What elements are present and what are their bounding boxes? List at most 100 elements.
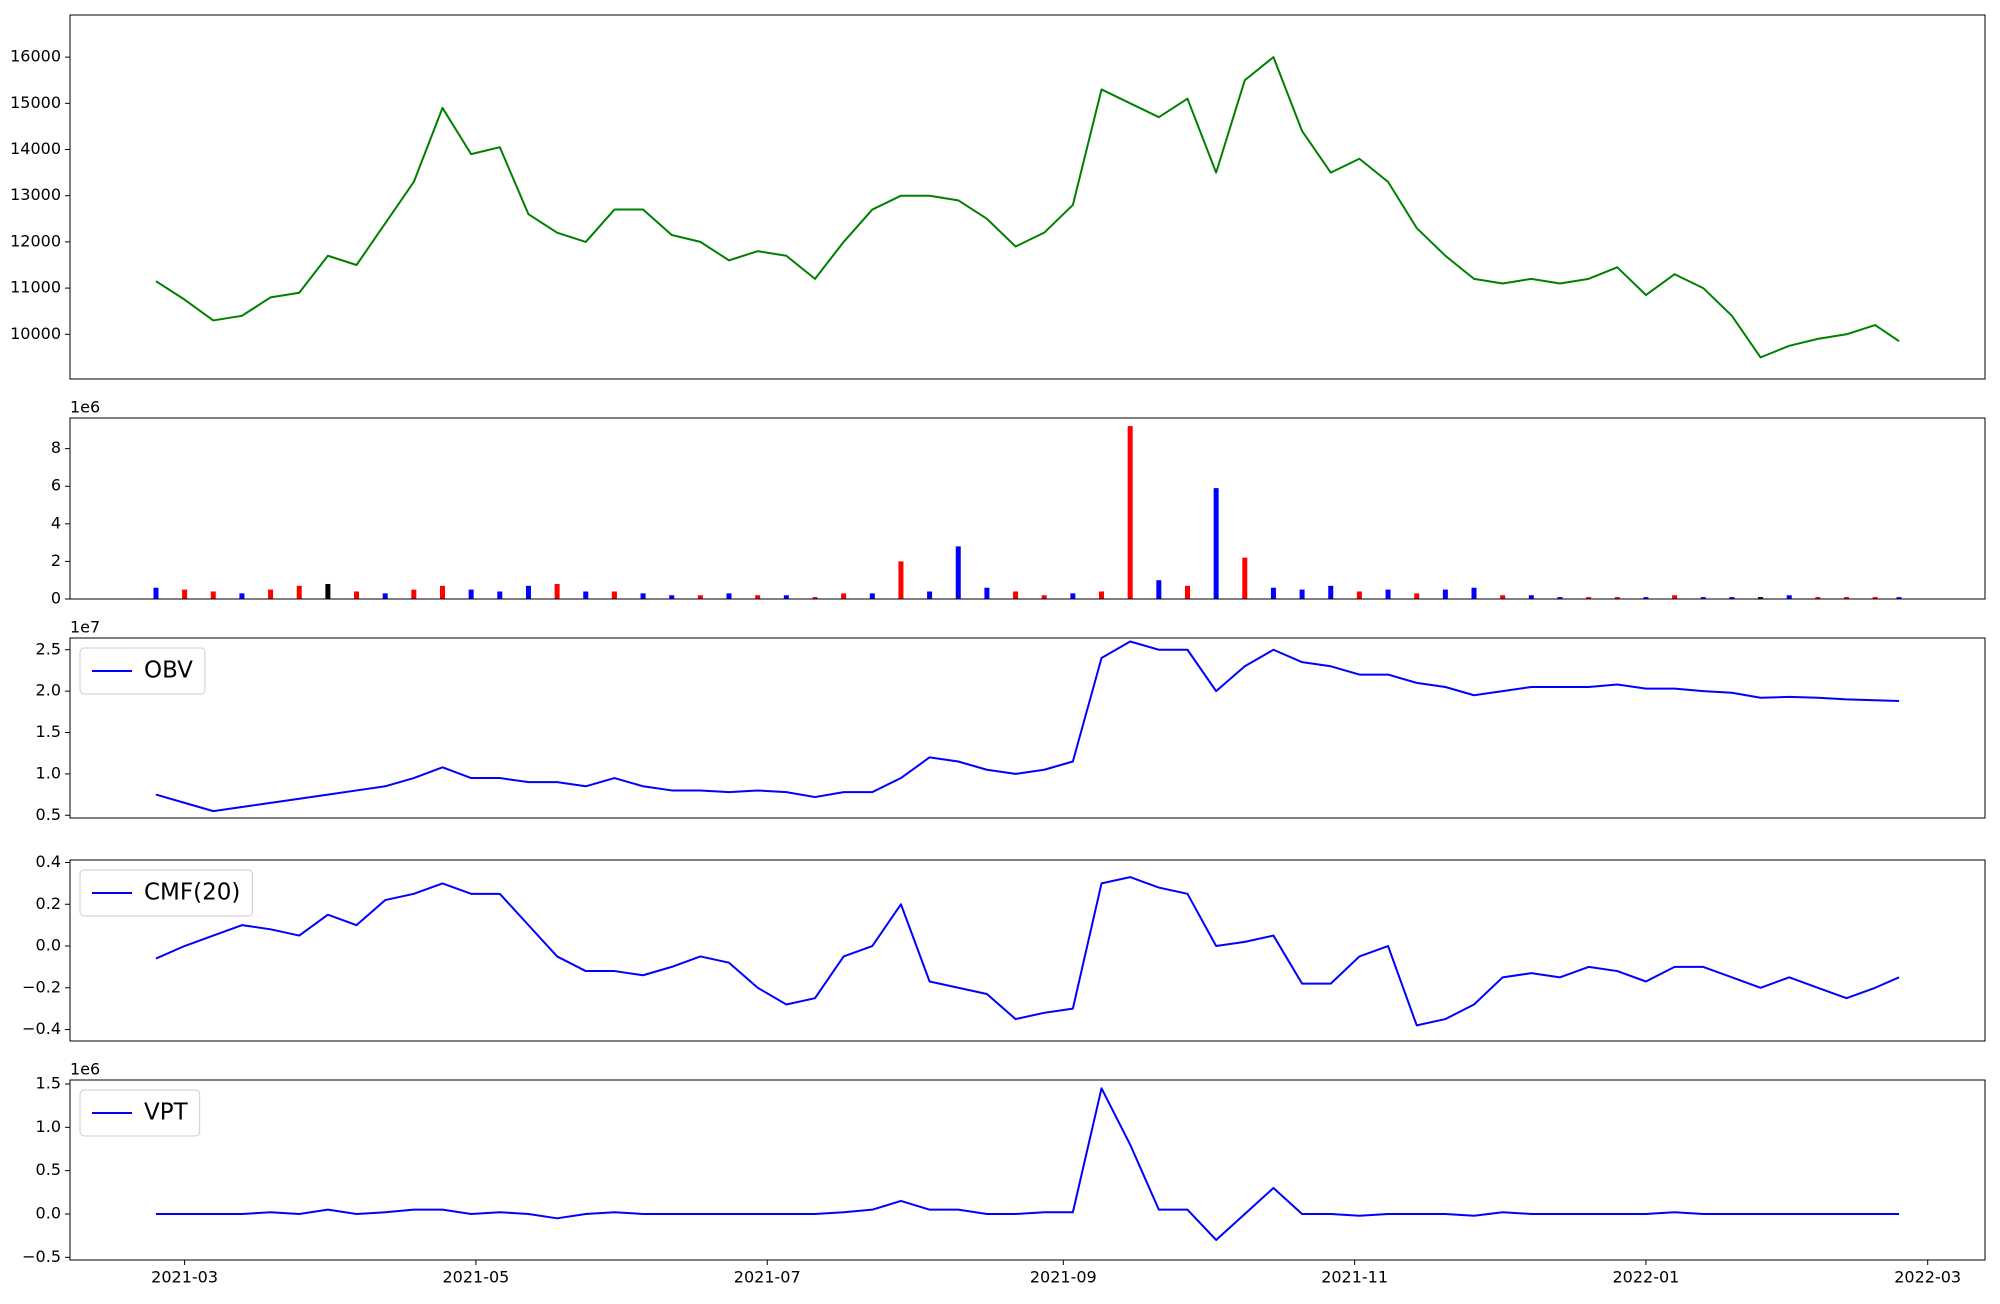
y-tick-label: 2.5 — [36, 639, 61, 658]
volume-bar — [411, 589, 417, 599]
volume-bar — [669, 595, 675, 599]
x-tick-label: 2021-09 — [1030, 1268, 1097, 1287]
y-tick-label: 16000 — [10, 47, 61, 66]
legend-label: CMF(20) — [144, 880, 240, 906]
volume-bar — [1586, 597, 1592, 599]
legend-box — [79, 1089, 201, 1137]
volume-bar — [1127, 426, 1133, 599]
volume-bar — [1815, 597, 1821, 599]
series-line — [155, 876, 1900, 1027]
axes-frame — [69, 417, 1986, 600]
volume-bar — [1184, 585, 1190, 599]
axes-frame — [69, 637, 1986, 819]
x-tick-label: 2021-11 — [1321, 1268, 1388, 1287]
volume-bar — [583, 591, 589, 599]
volume-bar — [1557, 597, 1563, 599]
volume-bar — [1500, 595, 1506, 599]
panel: −0.4 −0.2 0.0 0.2 0.4 CMF(20) — [22, 852, 1986, 1042]
volume-bar — [325, 583, 331, 599]
volume-bar — [296, 585, 302, 599]
axes-frame — [69, 859, 1986, 1042]
y-tick-label: 15000 — [10, 93, 61, 112]
y-tick-label: 1.0 — [36, 763, 61, 782]
volume-bar — [210, 591, 216, 599]
volume-bar — [439, 585, 445, 599]
panel: 0 2 4 6 8 1e6 — [51, 398, 1986, 608]
y-tick-label: 0.5 — [36, 805, 61, 824]
y-tick-label: −0.4 — [22, 1019, 61, 1038]
x-tick-label: 2021-05 — [442, 1268, 509, 1287]
volume-bar — [382, 593, 388, 599]
y-tick-label: 1.5 — [36, 1073, 61, 1092]
legend-label: OBV — [144, 658, 193, 684]
volume-bar — [1672, 595, 1678, 599]
volume-bar — [1356, 591, 1362, 599]
y-tick-label: 0.4 — [36, 852, 61, 871]
volume-bar — [1213, 488, 1219, 599]
volume-bar — [153, 587, 159, 599]
panel: 0.5 1.0 1.5 2.0 2.5 1e7 OBV — [36, 618, 1986, 824]
x-tick-label: 2021-07 — [734, 1268, 801, 1287]
y-tick-label: 11000 — [10, 278, 61, 297]
volume-bar — [898, 561, 904, 599]
volume-bar — [1896, 597, 1902, 599]
volume-bar — [1299, 589, 1305, 599]
axes-frame — [69, 14, 1986, 380]
volume-bar — [1242, 557, 1248, 599]
legend-box — [79, 869, 253, 917]
volume-bar — [955, 546, 961, 599]
volume-bar — [783, 595, 789, 599]
legend-box — [79, 647, 206, 695]
volume-bar — [1270, 587, 1276, 599]
offset-text: 1e6 — [70, 1060, 100, 1079]
y-tick-label: 2.0 — [36, 681, 61, 700]
y-tick-label: 10000 — [10, 324, 61, 343]
y-tick-label: 0.0 — [36, 1203, 61, 1222]
y-tick-label: −0.5 — [22, 1247, 61, 1266]
y-tick-label: −0.2 — [22, 977, 61, 996]
volume-bar — [1013, 591, 1019, 599]
volume-bar — [1414, 593, 1420, 599]
volume-bar — [1729, 597, 1735, 599]
y-tick-label: 4 — [51, 513, 61, 532]
volume-bar — [1041, 595, 1047, 599]
volume-bar — [1844, 597, 1850, 599]
volume-bar — [1070, 593, 1076, 599]
series-line — [155, 56, 1900, 359]
volume-bar — [1328, 585, 1334, 599]
offset-text: 1e6 — [70, 398, 100, 417]
series-line — [155, 1087, 1900, 1241]
volume-bar — [1758, 597, 1764, 599]
panel: −0.5 0.0 0.5 1.0 1.5 2021-03 2021-05 2021-07 202… — [22, 1060, 1986, 1287]
y-tick-label: 0.2 — [36, 894, 61, 913]
volume-bar — [182, 589, 188, 599]
volume-bar — [812, 597, 818, 599]
volume-bar — [497, 591, 503, 599]
y-tick-label: 0.5 — [36, 1160, 61, 1179]
x-tick-label: 2022-01 — [1613, 1268, 1680, 1287]
y-tick-label: 14000 — [10, 139, 61, 158]
offset-text: 1e7 — [70, 618, 100, 637]
y-tick-label: 0 — [51, 589, 61, 608]
volume-bar — [869, 593, 875, 599]
legend-label: VPT — [144, 1100, 189, 1126]
volume-bar — [354, 591, 360, 599]
series-line — [155, 640, 1900, 813]
volume-bar — [1385, 589, 1391, 599]
volume-bar — [1099, 591, 1105, 599]
volume-bar — [1700, 597, 1706, 599]
x-tick-label: 2021-03 — [151, 1268, 218, 1287]
volume-bar — [697, 595, 703, 599]
y-tick-label: 1.0 — [36, 1117, 61, 1136]
volume-bar — [1614, 597, 1620, 599]
y-tick-label: 12000 — [10, 231, 61, 250]
volume-bar — [611, 591, 617, 599]
y-tick-label: 6 — [51, 476, 61, 495]
volume-bar — [554, 583, 560, 599]
x-tick-label: 2022-03 — [1894, 1268, 1961, 1287]
volume-bar — [927, 591, 933, 599]
volume-bar — [239, 593, 245, 599]
volume-bar — [1442, 589, 1448, 599]
